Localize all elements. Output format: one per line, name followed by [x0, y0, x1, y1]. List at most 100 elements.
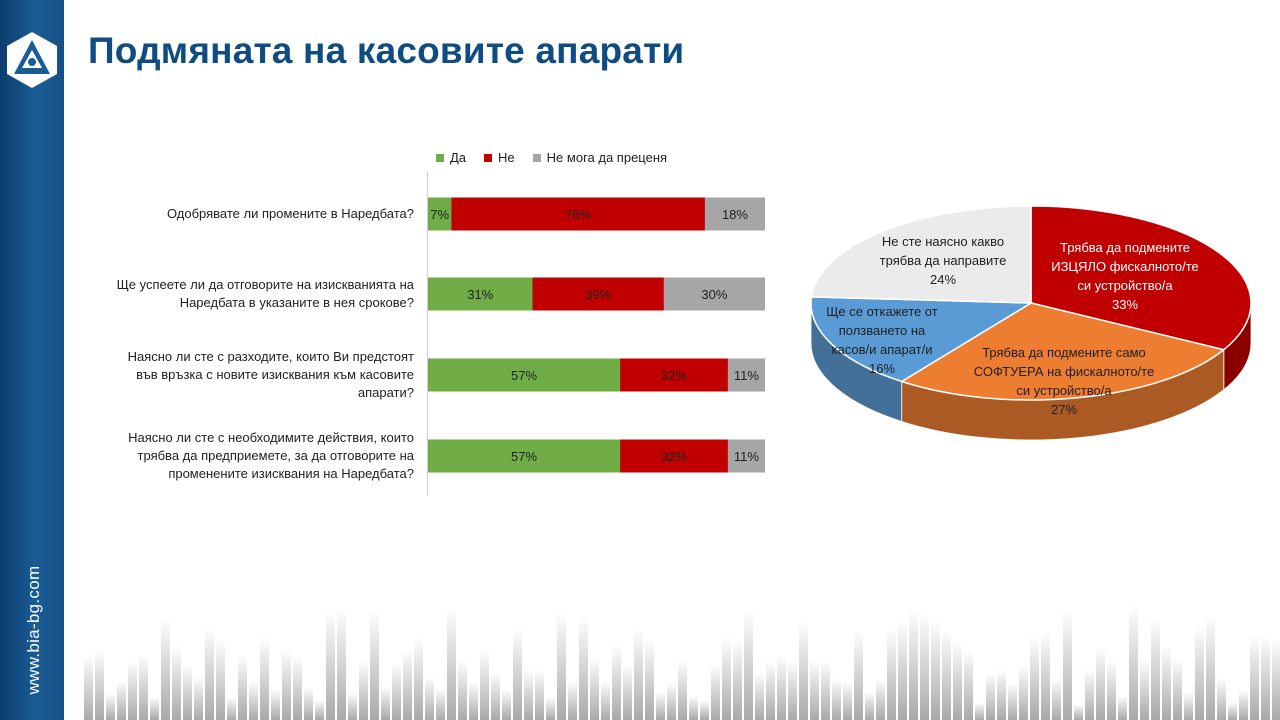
bar-category-label-line: апарати?: [357, 385, 414, 400]
bar-category-label-line: Наясно ли сте с необходимите действия, к…: [128, 430, 414, 445]
decorative-bar: [568, 681, 577, 720]
decorative-bar: [1019, 665, 1028, 720]
decorative-bar: [172, 646, 181, 720]
legend-swatch-cant: [532, 153, 541, 162]
decorative-bar: [1228, 702, 1237, 720]
decorative-bar: [1239, 689, 1248, 720]
decorative-bar: [238, 655, 247, 720]
decorative-bar: [403, 649, 412, 720]
decorative-bar: [337, 608, 346, 720]
decorative-bar: [755, 672, 764, 720]
pie-slice-label-line: Не сте наясно какво: [881, 234, 1005, 249]
decorative-bar: [161, 617, 170, 720]
pie-slice-label-line: Ще се откажете от: [826, 304, 938, 319]
decorative-bar: [260, 637, 269, 720]
decorative-bar: [293, 656, 302, 720]
decorative-bar: [1217, 678, 1226, 720]
decorative-bar: [227, 697, 236, 720]
decorative-bar: [326, 611, 335, 720]
decorative-bar: [920, 612, 929, 720]
decorative-bar: [304, 687, 313, 720]
legend-swatch-yes: [436, 153, 444, 162]
decorative-bar: [865, 691, 874, 720]
decorative-bar: [249, 681, 258, 720]
decorative-bar: [722, 636, 731, 720]
decorative-bar: [1195, 625, 1204, 720]
decorative-bar: [469, 681, 478, 720]
decorative-bar: [447, 606, 456, 720]
pie-slice: [1030, 205, 1252, 351]
bar-category-label-line: във връзка с новите изисквания към касов…: [136, 367, 414, 382]
decorative-bar: [1107, 660, 1116, 720]
decorative-bar: [711, 663, 720, 720]
bar-category-label-line: променените изисквания на Наредбата?: [168, 466, 414, 481]
decorative-bar: [1272, 638, 1280, 720]
decorative-bar: [832, 678, 841, 720]
pie-slice-label-line: 24%: [929, 272, 957, 287]
decorative-bar: [348, 692, 357, 720]
brand-sidebar: www.bia-bg.com: [0, 0, 64, 720]
pie-slice: [899, 302, 1226, 401]
decorative-bar: [1184, 692, 1193, 720]
decorative-bar: [931, 618, 940, 720]
decorative-bar: [590, 657, 599, 720]
decorative-bar: [370, 609, 379, 720]
legend-item-no: Не: [484, 150, 515, 165]
pie-slice-label-line: Трябва да подмените: [1059, 240, 1191, 255]
pie-slice-label-line: ползването на: [838, 323, 926, 338]
legend-label-yes: Да: [450, 150, 467, 165]
pie-slice-label: Не сте наясно какво трябва да направите 24…: [843, 232, 1043, 289]
decorative-bar: [1096, 646, 1105, 720]
decorative-bar: [667, 682, 676, 720]
decorative-bar: [216, 639, 225, 720]
decorative-bar: [601, 681, 610, 720]
decorative-bar: [524, 669, 533, 720]
bar-category-label-line: Ще успеете ли да отговорите на изисквани…: [116, 277, 414, 292]
decorative-bar: [1041, 631, 1050, 720]
decorative-bar: [854, 630, 863, 720]
decorative-bar: [843, 681, 852, 720]
bar-category-label: Одобрявате ли промените в Наредбата?: [64, 205, 414, 223]
legend-label-no: Не: [498, 150, 515, 165]
decorative-bar: [766, 661, 775, 720]
decorative-bar: [821, 661, 830, 720]
decorative-bar: [1074, 704, 1083, 720]
decorative-bar: [1140, 659, 1149, 720]
decorative-bar: [909, 608, 918, 720]
pie-slice: [810, 205, 1032, 304]
decorative-bar: [645, 639, 654, 720]
decorative-bar: [1206, 615, 1215, 720]
bar-category-label-line: Наясно ли сте с разходите, които Ви пред…: [127, 349, 414, 364]
decorative-bar: [84, 655, 93, 720]
decorative-bar: [678, 659, 687, 720]
decorative-bar: [557, 612, 566, 720]
decorative-bar: [898, 619, 907, 720]
decorative-bar: [612, 644, 621, 720]
decorative-bar: [579, 616, 588, 720]
pie-slice-label-line: Трябва да подмените само: [982, 345, 1146, 360]
pie-slice-label-line: 27%: [1050, 402, 1078, 417]
decorative-bar: [1030, 636, 1039, 720]
decorative-bar: [392, 663, 401, 720]
decorative-bar: [1151, 617, 1160, 720]
decorative-bar: [788, 661, 797, 720]
bar-category-label-line: Одобрявате ли промените в Наредбата?: [166, 206, 414, 221]
bar-category-label-line: трябва да предприемете, за да отговорите…: [137, 448, 414, 463]
decorative-bar: [1118, 696, 1127, 720]
decorative-bar: [513, 627, 522, 720]
decorative-bar: [623, 664, 632, 720]
decorative-bar: [964, 649, 973, 720]
decorative-bar: [1162, 646, 1171, 720]
decorative-bar: [1008, 683, 1017, 720]
legend-item-yes: Да: [436, 150, 466, 165]
pie-slice-label-line: касов/и апарат/и: [831, 342, 933, 357]
decorative-bar: [810, 659, 819, 720]
pie-slice: [810, 296, 1034, 383]
pie-slice-label-line: трябва да направите: [879, 253, 1007, 268]
pie-slice-label: Трябва да подмените само СОФТУЕРА на фиск…: [964, 343, 1164, 419]
decorative-bar: [150, 697, 159, 720]
decorative-bar: [689, 695, 698, 720]
decorative-bar: [381, 686, 390, 720]
decorative-bar: [425, 676, 434, 720]
decorative-bar: [480, 650, 489, 720]
